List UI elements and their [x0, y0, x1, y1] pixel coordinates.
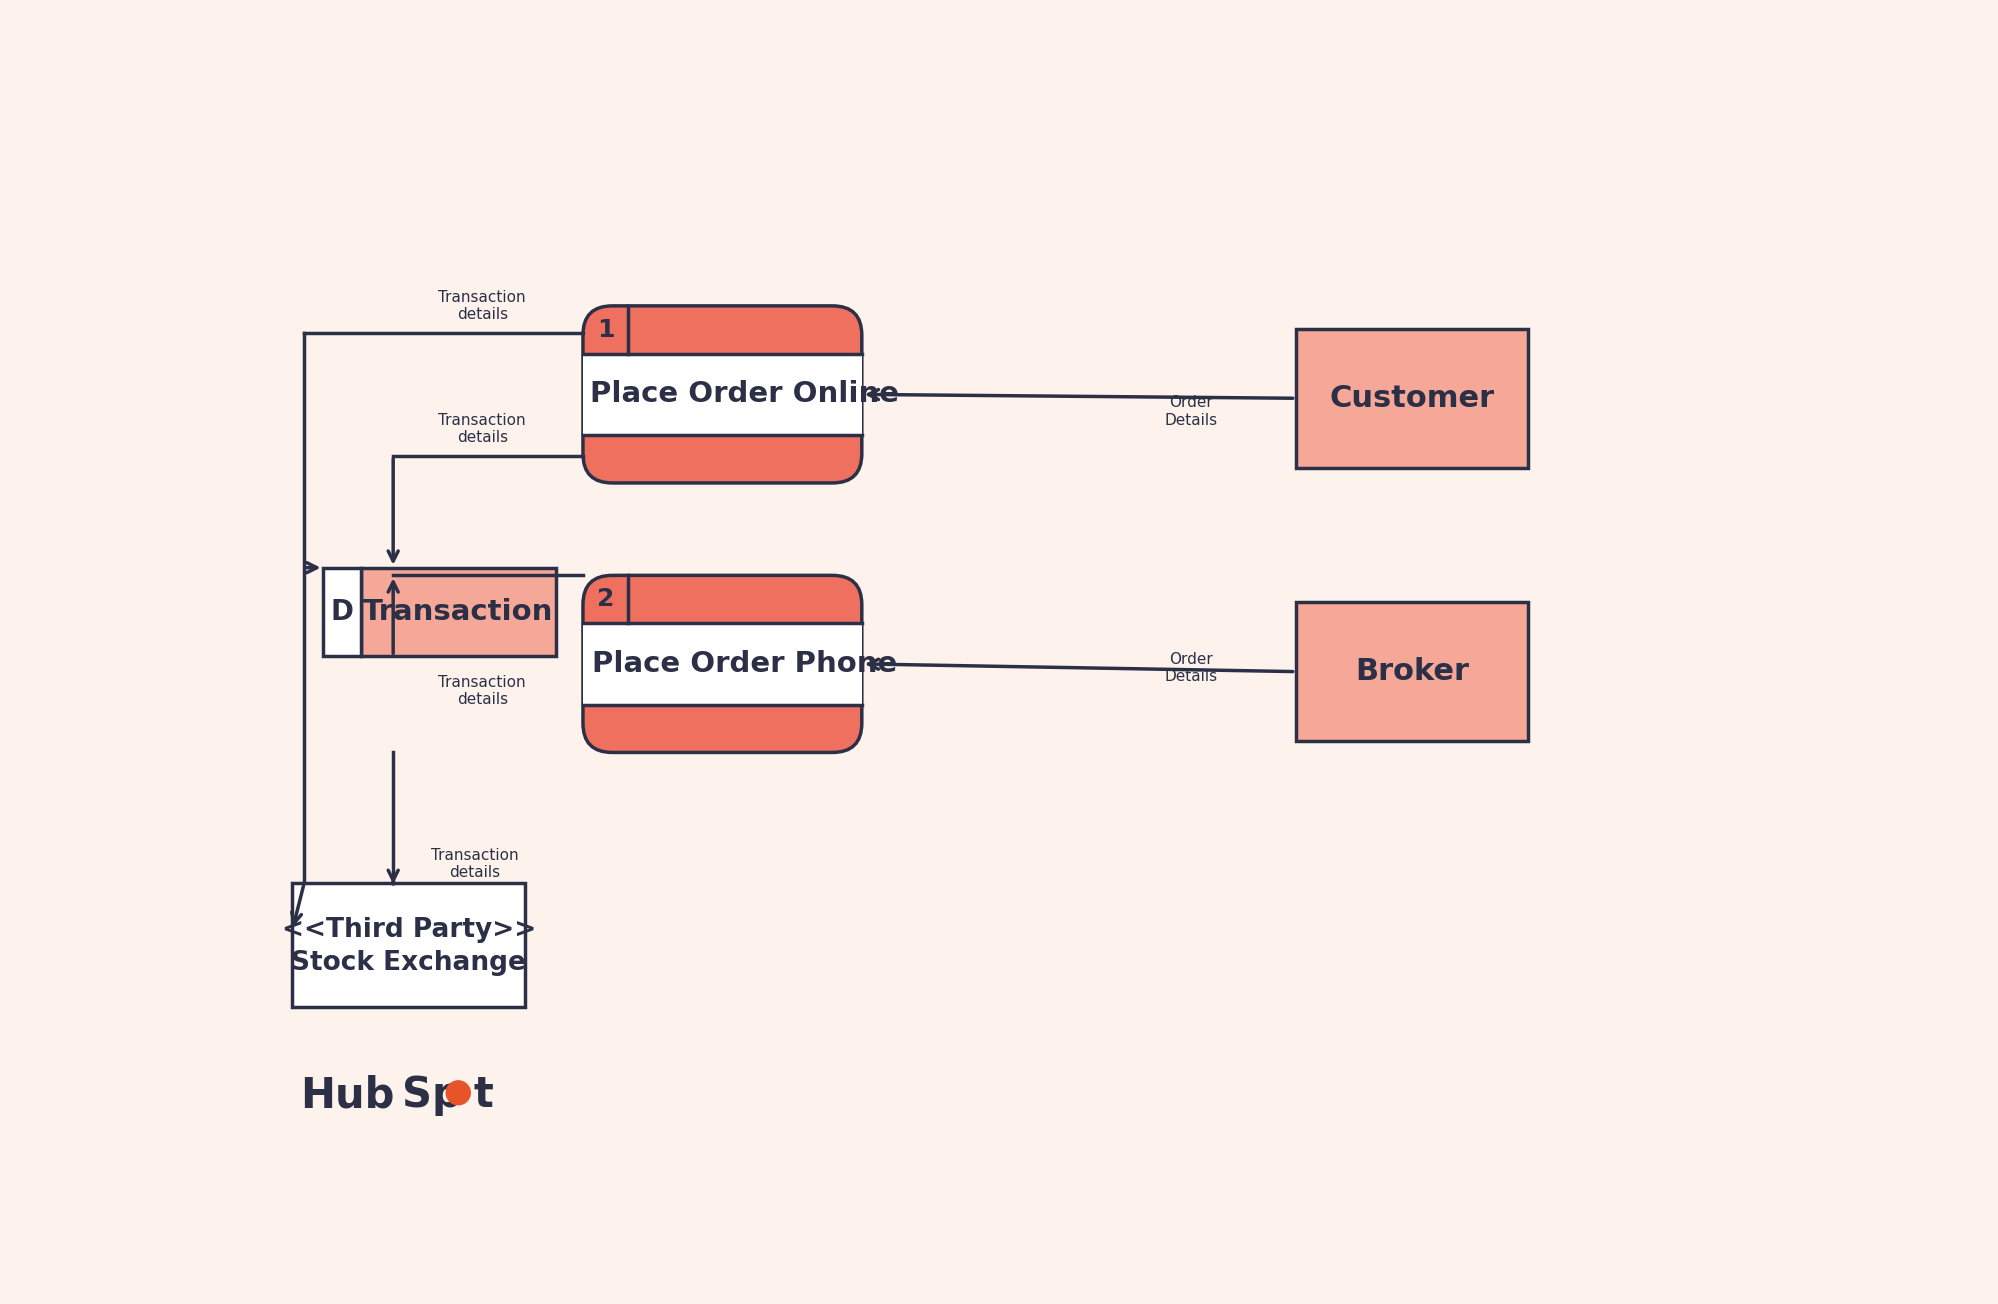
Bar [324, 567, 360, 656]
Text: Transaction
details: Transaction details [430, 848, 517, 880]
Text: Place Order Online: Place Order Online [589, 381, 899, 408]
Bar [1295, 602, 1526, 741]
FancyBboxPatch shape [583, 575, 861, 752]
Text: Transaction
details: Transaction details [438, 413, 525, 445]
Text: Order
Details: Order Details [1165, 652, 1217, 685]
FancyBboxPatch shape [583, 306, 861, 482]
Text: Transaction
details: Transaction details [438, 289, 525, 322]
Text: <<Third Party>>: <<Third Party>> [282, 917, 535, 943]
Text: t: t [474, 1074, 494, 1116]
Text: 2: 2 [597, 587, 613, 612]
Circle shape [446, 1081, 470, 1104]
Text: Sp: Sp [402, 1074, 462, 1116]
Text: Customer: Customer [1329, 383, 1495, 413]
Text: D: D [330, 599, 354, 626]
Bar [583, 623, 861, 704]
Bar [360, 567, 555, 656]
Bar [1295, 329, 1526, 468]
Bar [292, 883, 525, 1007]
Bar [583, 353, 861, 436]
Text: Hub: Hub [300, 1074, 394, 1116]
Text: Transaction
details: Transaction details [438, 674, 525, 707]
Text: Stock Exchange: Stock Exchange [292, 951, 525, 977]
Text: 1: 1 [595, 318, 613, 342]
Text: Place Order Phone: Place Order Phone [591, 649, 897, 678]
Text: Transaction: Transaction [364, 599, 553, 626]
Text: Order
Details: Order Details [1165, 395, 1217, 428]
Text: Broker: Broker [1355, 657, 1469, 686]
